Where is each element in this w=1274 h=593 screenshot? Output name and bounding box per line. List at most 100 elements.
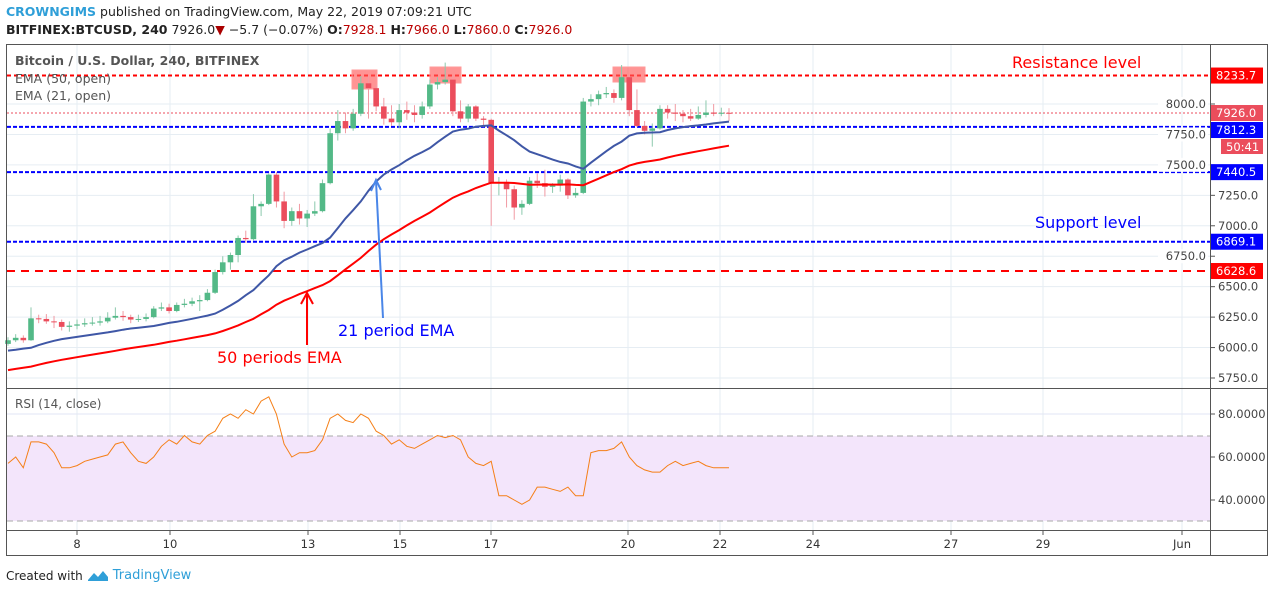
candle-body — [104, 317, 111, 322]
rsi-tick-label: 60.0000 — [1218, 450, 1266, 464]
x-tick-label: Jun — [1172, 537, 1191, 551]
level-tag-label: 7440.5 — [1216, 165, 1256, 179]
y-tick-label: 7000.0 — [1218, 219, 1258, 233]
candle-body — [173, 304, 180, 312]
price-tags: 8233.7 7926.0 7812.3 50:41 7440.5 6869.1 6628.… — [1211, 67, 1263, 280]
candle-body — [335, 121, 341, 134]
candle-body — [97, 321, 103, 323]
candle-body — [74, 324, 80, 326]
y-tick-label: 7500.0 — [1166, 158, 1206, 172]
y-tick-label: 6250.0 — [1218, 310, 1258, 324]
candle-body — [695, 114, 702, 119]
y-tick-label-bg — [1158, 157, 1208, 172]
candle-body — [442, 79, 448, 83]
tradingview-logo-icon — [87, 570, 108, 581]
candle-body — [603, 93, 610, 95]
close-value: 7926.0 — [528, 22, 573, 37]
candle-body — [319, 183, 326, 212]
level-tag-label: 8233.7 — [1216, 69, 1256, 83]
candle-body — [572, 192, 579, 196]
candle-body — [726, 112, 732, 114]
candle-body — [127, 317, 134, 320]
candle-body — [549, 185, 556, 187]
candle-body — [703, 112, 709, 115]
high-label: H: — [390, 22, 406, 37]
highlight-boxes — [351, 66, 646, 90]
candle-body — [273, 174, 280, 202]
y-tick-label: 6750.0 — [1166, 249, 1206, 263]
rsi-line — [7, 396, 729, 505]
candle-body — [503, 181, 510, 190]
price-change: −5.7 (−0.07%) — [228, 22, 324, 37]
y-tick-label: 6000.0 — [1218, 341, 1258, 355]
candle-body — [411, 112, 418, 115]
candle-body — [534, 180, 541, 184]
candle-body — [457, 111, 464, 119]
author-link[interactable]: CROWNGIMS — [6, 4, 97, 19]
candle-body — [204, 292, 211, 301]
open-value: 7928.1 — [342, 22, 387, 37]
low-label: L: — [453, 22, 467, 37]
published-text: published on TradingView.com, May 22, 20… — [100, 4, 472, 19]
candle-body — [664, 108, 671, 113]
candle-body — [342, 121, 349, 129]
candle-body — [595, 94, 602, 100]
candle-body — [419, 106, 425, 115]
level-tag — [1211, 263, 1263, 280]
candle-body — [196, 300, 203, 302]
rsi-tick-label: 80.0000 — [1218, 407, 1266, 421]
x-tick-label: 13 — [301, 537, 316, 551]
rsi-axis[interactable]: 80.0000 60.0000 40.0000 — [1210, 407, 1266, 507]
x-tick-label: 27 — [944, 537, 959, 551]
chart-frame — [6, 44, 1268, 556]
price-axis[interactable]: 8000.0 7750.0 7500.0 7250.0 7000.0 6750.0 6500… — [1158, 97, 1258, 385]
candle-body — [312, 211, 318, 214]
candle-body — [166, 307, 172, 312]
y-tick-label: 7750.0 — [1166, 127, 1206, 141]
candle-body — [511, 189, 518, 208]
candle-body — [158, 307, 165, 309]
candle-body — [396, 110, 402, 123]
x-tick-label: 8 — [73, 537, 80, 551]
candle-body — [350, 113, 356, 129]
x-tick-label: 10 — [163, 537, 178, 551]
ema21-note: 21 period EMA — [338, 321, 454, 340]
candle-body — [626, 77, 633, 111]
resistance-touch-box — [351, 69, 378, 90]
candle-body — [450, 79, 456, 112]
candle-body — [304, 213, 310, 219]
candle-body — [58, 321, 65, 327]
candle-body — [480, 118, 487, 120]
last-price-label: 7926.0 — [1216, 106, 1256, 120]
candle-body — [365, 83, 372, 89]
candle-body — [557, 179, 564, 186]
candle-body — [526, 180, 533, 204]
time-axis[interactable]: 8 10 13 15 17 20 22 24 27 29 Jun — [73, 530, 1191, 551]
ema21-legend: EMA (21, open) — [15, 88, 111, 103]
candle-body — [634, 110, 640, 126]
candle-body — [473, 106, 479, 119]
ema50-note: 50 periods EMA — [217, 348, 342, 367]
candle-body — [381, 106, 387, 119]
symbol-info: BITFINEX:BTCUSD, 240 7926.0▼ −5.7 (−0.07… — [6, 22, 572, 37]
y-tick-label-bg — [1158, 249, 1208, 264]
candle-body — [388, 118, 395, 123]
candle-body — [427, 84, 433, 107]
y-tick-label-bg — [1158, 127, 1208, 142]
support-label: Support level — [1035, 213, 1141, 232]
candle-body — [20, 337, 27, 341]
candle-body — [680, 113, 686, 117]
x-tick-label: 17 — [484, 537, 499, 551]
red-arrow-icon — [300, 290, 314, 345]
level-tag — [1211, 122, 1263, 139]
candle-body — [611, 93, 617, 98]
x-tick-label: 15 — [393, 537, 408, 551]
candle-body — [519, 203, 525, 208]
publish-info: CROWNGIMS published on TradingView.com, … — [6, 4, 472, 19]
candle-body — [488, 119, 495, 184]
tradingview-link[interactable]: TradingView — [112, 568, 192, 583]
candle-body — [265, 174, 272, 204]
candle-body — [580, 101, 587, 193]
candle-body — [235, 237, 241, 256]
